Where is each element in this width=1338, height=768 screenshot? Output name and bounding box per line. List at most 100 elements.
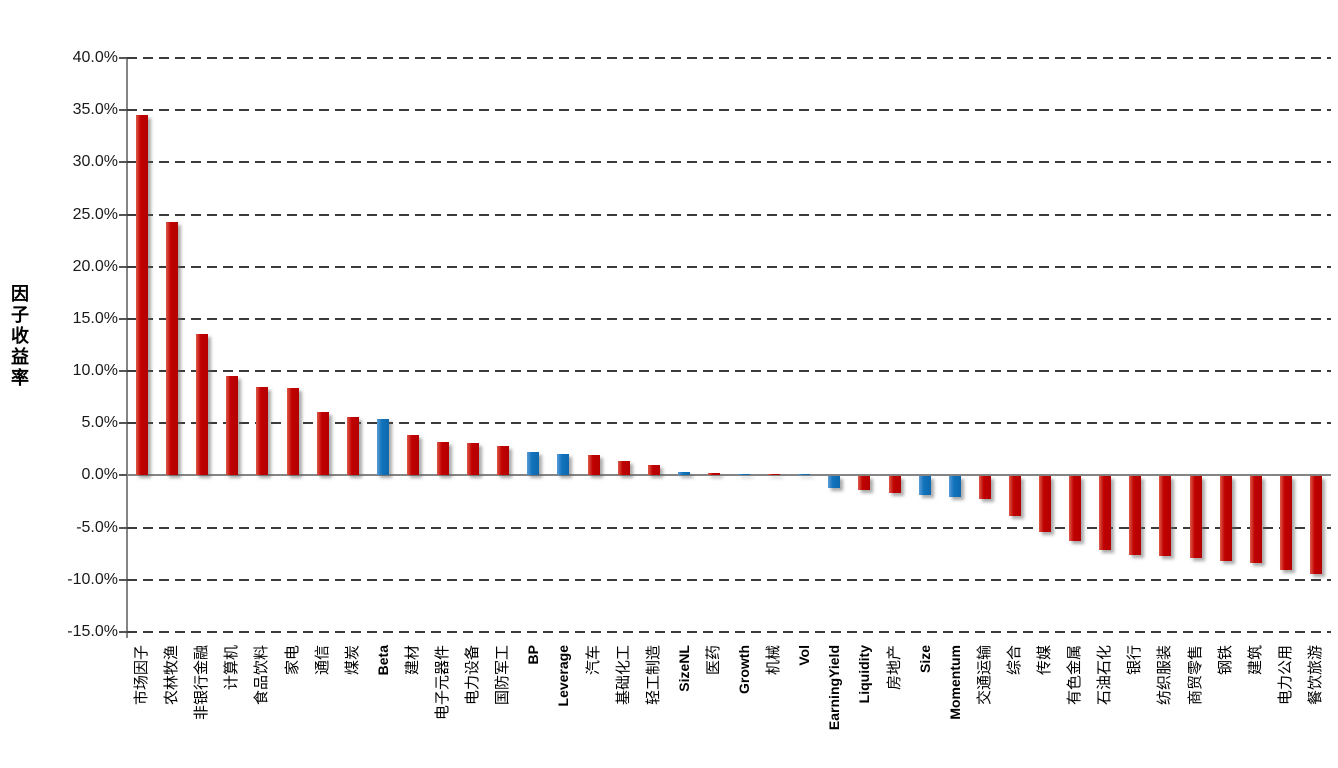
x-axis-label: 电力设备 — [464, 645, 482, 706]
y-tick-mark — [119, 578, 127, 581]
x-axis-label: 传媒 — [1036, 645, 1054, 676]
x-axis-label: 有色金属 — [1066, 645, 1084, 706]
bar — [1279, 476, 1292, 571]
x-axis-label: 国防军工 — [494, 645, 512, 706]
gridline — [127, 213, 1331, 216]
y-tick-label: 40.0% — [72, 49, 118, 66]
bar — [1008, 476, 1021, 517]
x-axis-label: 综合 — [1005, 645, 1023, 676]
bar — [1219, 476, 1232, 561]
bar — [1309, 476, 1322, 574]
bar — [798, 474, 811, 476]
x-axis-label: 建筑 — [1246, 645, 1264, 676]
bar — [286, 387, 299, 476]
bar — [918, 476, 931, 496]
bar — [1129, 476, 1142, 555]
gridline — [127, 370, 1331, 373]
x-axis-label: Size — [916, 645, 933, 674]
y-axis-title: 因子收益率 — [9, 284, 29, 389]
zero-axis-line — [127, 474, 1331, 477]
x-axis-label: SizeNL — [675, 645, 692, 692]
gridline — [127, 422, 1331, 425]
y-tick-mark — [119, 317, 127, 320]
y-tick-mark — [119, 161, 127, 164]
x-axis-label: 电力公用 — [1276, 645, 1294, 706]
x-axis-label: Growth — [736, 645, 753, 694]
y-axis-line — [126, 58, 128, 638]
bar — [858, 476, 871, 491]
x-axis-label: 电子元器件 — [434, 645, 452, 721]
bar — [406, 434, 419, 476]
y-tick-label: 10.0% — [72, 362, 118, 380]
y-tick-label: 25.0% — [72, 205, 118, 223]
bar — [346, 417, 359, 476]
y-tick-label: 5.0% — [81, 414, 118, 432]
y-tick-mark — [119, 265, 127, 268]
bar — [738, 473, 751, 476]
bar — [497, 446, 510, 476]
bar — [888, 476, 901, 494]
bar — [647, 465, 660, 476]
gridline — [127, 317, 1331, 320]
bar — [1099, 476, 1112, 550]
y-tick-label: -5.0% — [76, 518, 118, 536]
bar — [527, 452, 540, 476]
x-axis-label: EarningYield — [826, 645, 843, 731]
x-axis-label: 钢铁 — [1216, 645, 1234, 676]
bar — [587, 454, 600, 476]
x-axis-label: 餐饮旅游 — [1306, 645, 1324, 706]
y-tick-label: 30.0% — [72, 153, 118, 171]
gridline — [127, 57, 1331, 59]
bar — [677, 471, 690, 476]
gridline — [127, 265, 1331, 268]
x-axis-label: 机械 — [765, 645, 783, 676]
gridline — [127, 109, 1331, 112]
x-axis-label: 通信 — [313, 645, 331, 676]
x-axis-label: 石油石化 — [1096, 645, 1114, 706]
bar — [316, 411, 329, 476]
bar — [557, 453, 570, 476]
x-axis-label: Liquidity — [856, 645, 873, 704]
x-axis-label: 轻工制造 — [644, 645, 662, 706]
bar — [978, 476, 991, 500]
x-axis-label: 建材 — [403, 645, 421, 676]
bar — [166, 221, 179, 476]
y-tick-mark — [119, 109, 127, 112]
bar — [226, 376, 239, 476]
bar — [1039, 476, 1052, 532]
x-axis-label: 非银行金融 — [193, 645, 211, 721]
x-axis-label: 银行 — [1126, 645, 1144, 676]
y-tick-label: 0.0% — [81, 466, 118, 484]
y-tick-label: 35.0% — [72, 101, 118, 119]
gridline — [127, 161, 1331, 164]
x-axis-label: BP — [525, 645, 542, 665]
x-axis-label: 纺织服装 — [1156, 645, 1174, 706]
x-axis-label: 农林牧渔 — [163, 645, 181, 706]
x-axis-label: 医药 — [704, 645, 722, 676]
y-tick-label: 20.0% — [72, 257, 118, 275]
bar — [617, 461, 630, 476]
y-tick-label: -15.0% — [67, 623, 118, 640]
bar — [828, 476, 841, 488]
x-axis-label: 交通运输 — [975, 645, 993, 706]
x-axis-label: Leverage — [555, 645, 572, 707]
y-tick-mark — [119, 631, 127, 633]
bar — [1069, 476, 1082, 542]
bar — [707, 472, 720, 476]
y-tick-mark — [119, 526, 127, 529]
x-axis-label: 食品饮料 — [253, 645, 271, 706]
gridline — [127, 526, 1331, 529]
x-axis-label: Vol — [796, 645, 813, 666]
x-axis-label: 基础化工 — [614, 645, 632, 706]
x-axis-label: 房地产 — [885, 645, 903, 691]
bar — [136, 115, 149, 476]
y-tick-mark — [119, 422, 127, 425]
y-tick-mark — [119, 57, 127, 59]
y-tick-mark — [119, 370, 127, 373]
bar — [948, 476, 961, 498]
bar — [768, 473, 781, 476]
bar — [467, 443, 480, 476]
x-axis-label: 汽车 — [584, 645, 602, 676]
gridline — [127, 578, 1331, 581]
